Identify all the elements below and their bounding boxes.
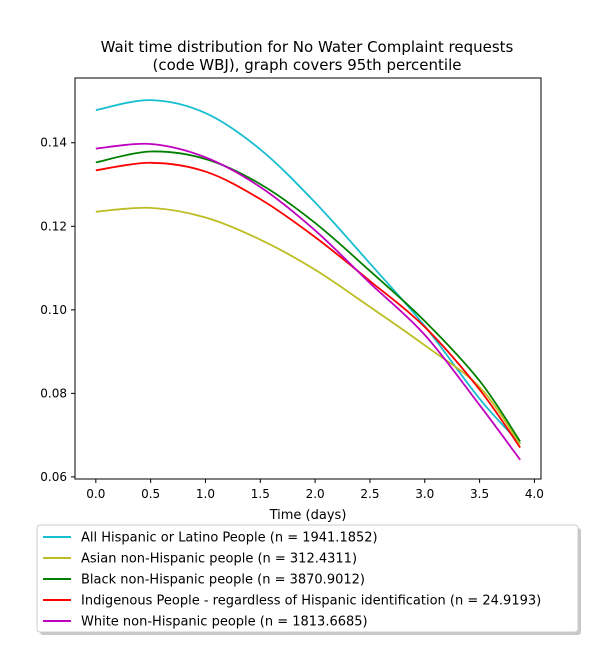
y-axis-ticks: 0.06 0.08 0.10 0.12 0.14 [40,136,75,484]
legend-label: Asian non-Hispanic people (n = 312.4311) [81,552,357,567]
series-line-2 [95,150,521,442]
series-line-3 [95,161,521,449]
x-axis-label: Time (days) [269,508,347,523]
y-tick-label: 0.10 [40,303,67,317]
y-tick-label: 0.06 [40,470,67,484]
series-line-4 [95,142,521,461]
legend-box [36,524,579,633]
y-tick-label: 0.12 [40,219,67,233]
series-lines [95,99,521,461]
legend: All Hispanic or Latino People (n = 1941.… [36,524,581,635]
y-tick-label: 0.14 [40,136,67,150]
y-tick-label: 0.08 [40,386,67,400]
x-tick-label: 0.0 [86,487,105,501]
x-tick-label: 1.5 [251,487,270,501]
legend-label: Black non-Hispanic people (n = 3870.9012… [81,573,365,588]
x-tick-label: 3.5 [470,487,489,501]
x-axis-ticks: 0.0 0.5 1.0 1.5 2.0 2.5 3.0 3.5 4.0 [86,479,544,501]
legend-label: White non-Hispanic people (n = 1813.6685… [81,615,368,630]
chart-title-line: Wait time distribution for No Water Comp… [101,38,514,56]
x-tick-label: 3.0 [415,487,434,501]
chart-title-line: (code WBJ), graph covers 95th percentile [153,56,462,74]
x-tick-label: 4.0 [525,487,544,501]
legend-label: All Hispanic or Latino People (n = 1941.… [81,531,378,546]
x-tick-label: 1.0 [196,487,215,501]
series-line-1 [95,206,521,445]
x-tick-label: 2.5 [360,487,379,501]
x-tick-label: 2.0 [306,487,325,501]
legend-label: Indigenous People - regardless of Hispan… [81,594,541,609]
plot-area [74,77,542,480]
x-tick-label: 0.5 [141,487,160,501]
chart-title: Wait time distribution for No Water Comp… [101,38,514,74]
series-line-0 [95,99,521,445]
